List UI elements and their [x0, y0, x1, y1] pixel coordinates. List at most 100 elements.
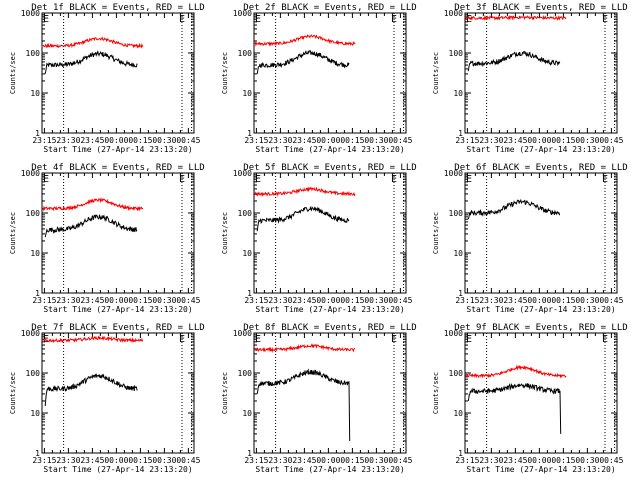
panel-title: Det 4f BLACK = Events, RED = LLD: [31, 163, 204, 173]
events-series-line: [44, 373, 138, 407]
panel-title: Det 8f BLACK = Events, RED = LLD: [243, 323, 416, 333]
events-series-line: [44, 50, 138, 75]
x-tick-label: 00:15: [340, 136, 364, 145]
x-tick-label: 00:00: [104, 136, 128, 145]
events-series-line: [467, 383, 562, 434]
x-tick-label: 23:30: [56, 456, 80, 465]
x-tick-label: 00:30: [364, 296, 388, 305]
x-tick-label: 23:30: [268, 136, 292, 145]
x-tick-label: 23:30: [479, 136, 503, 145]
marker-label-e: E: [391, 334, 397, 345]
x-tick-label: 23:30: [268, 456, 292, 465]
y-tick-label: 1: [247, 129, 252, 138]
marker-label-e: E: [179, 14, 185, 25]
x-tick-label: 00:15: [128, 296, 152, 305]
y-tick-label: 100: [449, 49, 464, 58]
x-tick-label: 23:15: [32, 296, 56, 305]
plot-frame: [253, 172, 407, 294]
x-tick-label: 00:30: [575, 456, 599, 465]
y-tick-label: 10: [242, 89, 252, 98]
y-tick-label: 1: [35, 129, 40, 138]
lld-series-line: [42, 197, 144, 212]
marker-label-e: E: [255, 14, 261, 25]
y-tick-label: 10: [30, 89, 40, 98]
y-tick-label: 1: [458, 129, 463, 138]
lld-series-line: [254, 343, 355, 354]
plot-frame: [464, 172, 618, 294]
events-series-line: [256, 205, 350, 232]
x-tick-label: 23:15: [32, 136, 56, 145]
x-tick-label: 00:00: [316, 456, 340, 465]
events-series-line: [256, 368, 351, 442]
x-tick-label: 00:00: [316, 136, 340, 145]
y-tick-label: 1000: [21, 9, 40, 18]
x-tick-label: 00:30: [575, 296, 599, 305]
x-tick-label: 23:15: [32, 456, 56, 465]
y-tick-label: 1: [247, 449, 252, 458]
marker-label-e: E: [466, 14, 472, 25]
y-axis-label: Counts/sec: [221, 212, 229, 254]
y-tick-label: 1: [247, 289, 252, 298]
y-tick-label: 1: [458, 449, 463, 458]
x-axis-label: Start Time (27-Apr-14 23:13:20): [255, 145, 404, 154]
plot-frame: [253, 12, 407, 134]
y-tick-label: 1000: [444, 329, 463, 338]
x-axis-label: Start Time (27-Apr-14 23:13:20): [466, 465, 615, 474]
marker-label-e: E: [179, 174, 185, 185]
marker-label-e: E: [255, 174, 261, 185]
x-tick-label: 23:15: [244, 456, 268, 465]
marker-label-e: E: [179, 334, 185, 345]
lld-series-line: [465, 364, 567, 379]
x-axis-label: Start Time (27-Apr-14 23:13:20): [43, 465, 192, 474]
y-tick-label: 100: [26, 49, 41, 58]
x-tick-label: 00:45: [176, 136, 200, 145]
x-tick-label: 00:15: [128, 136, 152, 145]
lld-series-line: [42, 335, 144, 344]
panel-title: Det 9f BLACK = Events, RED = LLD: [454, 323, 627, 333]
y-tick-label: 1: [35, 289, 40, 298]
y-axis-label: Counts/sec: [432, 372, 440, 414]
y-tick-label: 10: [242, 409, 252, 418]
plot-frame: [464, 12, 618, 134]
x-tick-label: 23:15: [455, 296, 479, 305]
marker-label-e: E: [255, 334, 261, 345]
y-tick-label: 10: [30, 409, 40, 418]
y-tick-label: 10: [453, 249, 463, 258]
lld-series-line: [254, 186, 356, 197]
y-tick-label: 1000: [233, 329, 252, 338]
y-tick-label: 10: [30, 249, 40, 258]
y-axis-label: Counts/sec: [9, 372, 17, 414]
x-tick-label: 23:45: [80, 456, 104, 465]
x-tick-label: 00:45: [388, 456, 412, 465]
y-tick-label: 100: [238, 209, 253, 218]
x-axis-label: Start Time (27-Apr-14 23:13:20): [466, 145, 615, 154]
x-tick-label: 00:00: [527, 296, 551, 305]
panel-title: Det 7f BLACK = Events, RED = LLD: [31, 323, 204, 333]
panel-title: Det 1f BLACK = Events, RED = LLD: [31, 3, 204, 13]
events-series-line: [44, 214, 138, 238]
x-tick-label: 23:30: [479, 296, 503, 305]
x-axis-label: Start Time (27-Apr-14 23:13:20): [466, 305, 615, 314]
y-tick-label: 100: [26, 369, 41, 378]
y-tick-label: 10: [453, 409, 463, 418]
y-axis-label: Counts/sec: [9, 212, 17, 254]
y-axis-label: Counts/sec: [432, 52, 440, 94]
y-tick-label: 1000: [444, 169, 463, 178]
x-tick-label: 00:45: [176, 296, 200, 305]
x-tick-label: 23:45: [503, 136, 527, 145]
x-tick-label: 23:30: [56, 296, 80, 305]
x-tick-label: 00:45: [599, 136, 623, 145]
x-tick-label: 00:15: [551, 136, 575, 145]
y-axis-label: Counts/sec: [9, 52, 17, 94]
x-tick-label: 23:45: [503, 296, 527, 305]
x-tick-label: 00:45: [176, 456, 200, 465]
